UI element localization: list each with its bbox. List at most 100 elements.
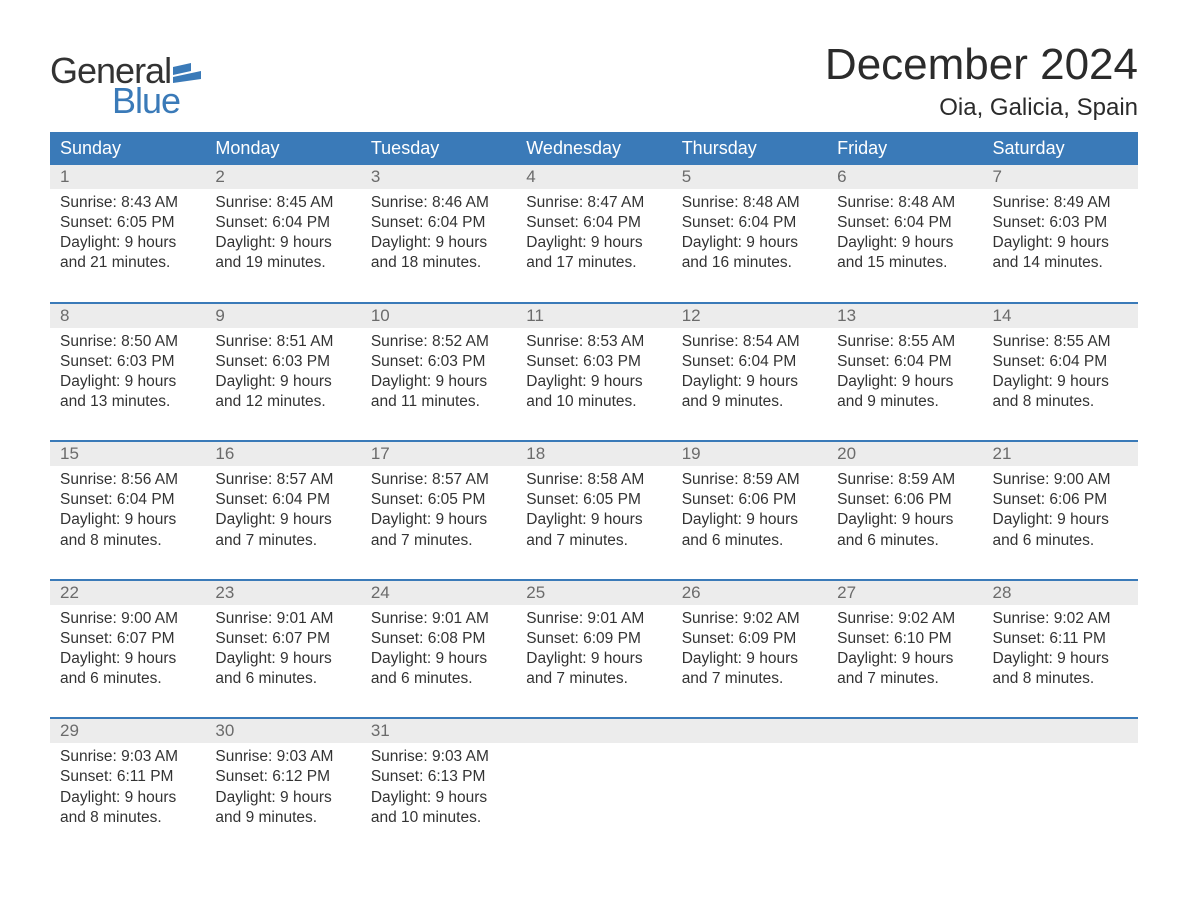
dl1-text: Daylight: 9 hours (215, 372, 350, 392)
day-cell: Sunrise: 9:01 AMSunset: 6:08 PMDaylight:… (361, 605, 516, 719)
sunrise-text: Sunrise: 8:43 AM (60, 193, 195, 213)
dl1-text: Daylight: 9 hours (60, 233, 195, 253)
calendar-table: Sunday Monday Tuesday Wednesday Thursday… (50, 132, 1138, 838)
dl1-text: Daylight: 9 hours (837, 649, 972, 669)
day-cell: Sunrise: 9:00 AMSunset: 6:07 PMDaylight:… (50, 605, 205, 719)
day-data-row: Sunrise: 8:50 AMSunset: 6:03 PMDaylight:… (50, 328, 1138, 442)
daynum-row: 891011121314 (50, 304, 1138, 328)
sunrise-text: Sunrise: 8:51 AM (215, 332, 350, 352)
sunrise-text: Sunrise: 9:01 AM (371, 609, 506, 629)
sunset-text: Sunset: 6:08 PM (371, 629, 506, 649)
sunrise-text: Sunrise: 9:02 AM (993, 609, 1128, 629)
day-cell (827, 743, 982, 838)
dl1-text: Daylight: 9 hours (60, 510, 195, 530)
sunrise-text: Sunrise: 8:46 AM (371, 193, 506, 213)
day-number: 11 (516, 304, 671, 328)
dl2-text: and 7 minutes. (682, 669, 817, 689)
sunrise-text: Sunrise: 8:57 AM (215, 470, 350, 490)
day-number (516, 719, 671, 743)
day-cell: Sunrise: 8:48 AMSunset: 6:04 PMDaylight:… (672, 189, 827, 303)
sunrise-text: Sunrise: 8:53 AM (526, 332, 661, 352)
sunrise-text: Sunrise: 8:48 AM (837, 193, 972, 213)
day-cell: Sunrise: 8:59 AMSunset: 6:06 PMDaylight:… (672, 466, 827, 580)
sunrise-text: Sunrise: 9:00 AM (60, 609, 195, 629)
day-number: 3 (361, 165, 516, 189)
day-number: 27 (827, 581, 982, 605)
dl2-text: and 8 minutes. (993, 669, 1128, 689)
header: General Blue December 2024 Oia, Galicia,… (50, 40, 1138, 122)
day-number: 19 (672, 442, 827, 466)
dl2-text: and 18 minutes. (371, 253, 506, 273)
sunrise-text: Sunrise: 9:03 AM (60, 747, 195, 767)
day-number: 22 (50, 581, 205, 605)
sunset-text: Sunset: 6:04 PM (215, 490, 350, 510)
dl1-text: Daylight: 9 hours (371, 649, 506, 669)
day-cell: Sunrise: 9:01 AMSunset: 6:09 PMDaylight:… (516, 605, 671, 719)
day-number (827, 719, 982, 743)
sunrise-text: Sunrise: 9:03 AM (215, 747, 350, 767)
day-cell: Sunrise: 8:43 AMSunset: 6:05 PMDaylight:… (50, 189, 205, 303)
day-number: 14 (983, 304, 1138, 328)
sunset-text: Sunset: 6:05 PM (371, 490, 506, 510)
dl2-text: and 6 minutes. (993, 531, 1128, 551)
sunrise-text: Sunrise: 8:47 AM (526, 193, 661, 213)
weekday-header: Sunday (50, 132, 205, 165)
sunset-text: Sunset: 6:04 PM (215, 213, 350, 233)
day-number: 7 (983, 165, 1138, 189)
dl2-text: and 9 minutes. (215, 808, 350, 828)
weekday-header: Wednesday (516, 132, 671, 165)
sunset-text: Sunset: 6:04 PM (371, 213, 506, 233)
dl2-text: and 8 minutes. (60, 808, 195, 828)
day-cell: Sunrise: 8:50 AMSunset: 6:03 PMDaylight:… (50, 328, 205, 442)
day-cell: Sunrise: 9:02 AMSunset: 6:09 PMDaylight:… (672, 605, 827, 719)
day-cell: Sunrise: 8:48 AMSunset: 6:04 PMDaylight:… (827, 189, 982, 303)
weekday-header-row: Sunday Monday Tuesday Wednesday Thursday… (50, 132, 1138, 165)
dl2-text: and 10 minutes. (371, 808, 506, 828)
daynum-row: 15161718192021 (50, 442, 1138, 466)
logo: General Blue (50, 50, 201, 122)
dl1-text: Daylight: 9 hours (837, 510, 972, 530)
dl2-text: and 7 minutes. (837, 669, 972, 689)
sunset-text: Sunset: 6:11 PM (60, 767, 195, 787)
dl1-text: Daylight: 9 hours (526, 233, 661, 253)
day-cell: Sunrise: 9:03 AMSunset: 6:11 PMDaylight:… (50, 743, 205, 838)
sunset-text: Sunset: 6:07 PM (215, 629, 350, 649)
sunset-text: Sunset: 6:04 PM (682, 213, 817, 233)
dl2-text: and 6 minutes. (215, 669, 350, 689)
sunset-text: Sunset: 6:03 PM (526, 352, 661, 372)
day-number: 15 (50, 442, 205, 466)
dl2-text: and 13 minutes. (60, 392, 195, 412)
day-number: 28 (983, 581, 1138, 605)
dl2-text: and 14 minutes. (993, 253, 1128, 273)
weekday-header: Thursday (672, 132, 827, 165)
dl2-text: and 12 minutes. (215, 392, 350, 412)
day-cell: Sunrise: 8:58 AMSunset: 6:05 PMDaylight:… (516, 466, 671, 580)
sunset-text: Sunset: 6:07 PM (60, 629, 195, 649)
day-number: 1 (50, 165, 205, 189)
sunrise-text: Sunrise: 9:02 AM (837, 609, 972, 629)
day-cell: Sunrise: 8:54 AMSunset: 6:04 PMDaylight:… (672, 328, 827, 442)
day-number: 25 (516, 581, 671, 605)
sunset-text: Sunset: 6:06 PM (837, 490, 972, 510)
dl2-text: and 7 minutes. (215, 531, 350, 551)
day-number: 2 (205, 165, 360, 189)
day-cell: Sunrise: 8:47 AMSunset: 6:04 PMDaylight:… (516, 189, 671, 303)
weekday-header: Tuesday (361, 132, 516, 165)
dl1-text: Daylight: 9 hours (837, 372, 972, 392)
dl2-text: and 11 minutes. (371, 392, 506, 412)
weekday-header: Friday (827, 132, 982, 165)
day-number: 17 (361, 442, 516, 466)
day-cell: Sunrise: 8:46 AMSunset: 6:04 PMDaylight:… (361, 189, 516, 303)
sunrise-text: Sunrise: 8:52 AM (371, 332, 506, 352)
day-cell: Sunrise: 8:55 AMSunset: 6:04 PMDaylight:… (827, 328, 982, 442)
daynum-row: 22232425262728 (50, 581, 1138, 605)
sunset-text: Sunset: 6:09 PM (682, 629, 817, 649)
sunrise-text: Sunrise: 9:01 AM (526, 609, 661, 629)
day-number: 30 (205, 719, 360, 743)
day-cell: Sunrise: 8:57 AMSunset: 6:05 PMDaylight:… (361, 466, 516, 580)
daynum-row: 293031 (50, 719, 1138, 743)
day-cell (516, 743, 671, 838)
dl1-text: Daylight: 9 hours (993, 372, 1128, 392)
day-cell: Sunrise: 9:00 AMSunset: 6:06 PMDaylight:… (983, 466, 1138, 580)
day-number: 20 (827, 442, 982, 466)
